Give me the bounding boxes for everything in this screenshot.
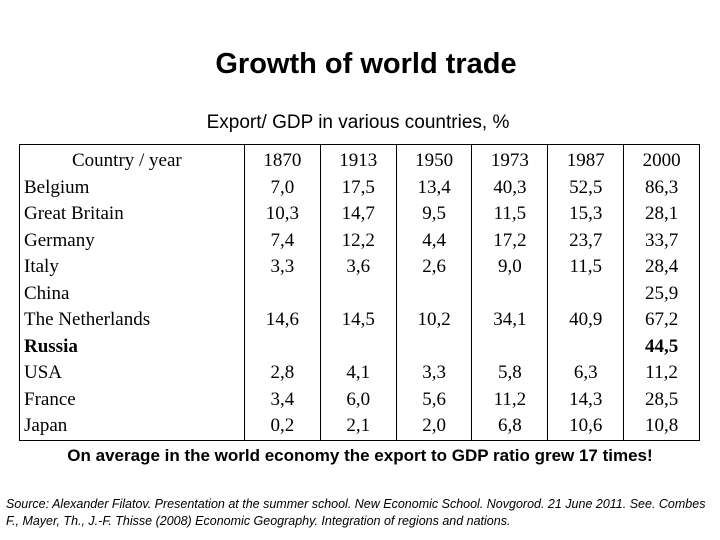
year-column-1870: 1870 7,0 10,3 7,4 3,3 14,6 2,8 3,4 0,2 — [244, 144, 321, 441]
table-cell: 67,2 — [644, 309, 679, 330]
country-name: Italy — [24, 256, 59, 277]
country-name: China — [24, 282, 70, 304]
year-header: 1870 — [263, 150, 302, 171]
table-cell: 11,2 — [493, 388, 527, 410]
year-column-2000: 2000 86,3 28,1 33,7 28,4 25,9 67,2 44,5 11,2 28,… — [623, 144, 700, 441]
table-cell: 3,3 — [422, 362, 446, 383]
table-cell — [401, 334, 468, 361]
table-row: Country / year Belgium Great Britain Germa… — [19, 144, 700, 441]
country-list: Belgium Great Britain Germany Italy China The… — [24, 175, 240, 440]
table-cell: 2,6 — [422, 256, 446, 277]
table-cell: 2,0 — [422, 415, 446, 436]
table-cell: 14,6 — [265, 309, 300, 330]
table-cell: 10,3 — [265, 203, 300, 224]
table-cell: 9,5 — [422, 203, 446, 224]
year-column-1987: 1987 52,5 15,3 23,7 11,5 40,9 6,3 14,3 10,6 — [547, 144, 625, 441]
country-name: Japan — [24, 415, 68, 436]
country-name: The Netherlands — [24, 309, 151, 330]
country-name: France — [24, 388, 76, 410]
table-cell — [325, 334, 392, 361]
table-cell: 25,9 — [644, 282, 679, 304]
table-cell: 17,5 — [341, 176, 375, 198]
table-cell: 28,5 — [644, 388, 679, 410]
year-header: 2000 — [642, 150, 681, 171]
table-cell: 5,8 — [498, 362, 522, 383]
country-name: USA — [24, 362, 63, 383]
table-cell: 40,3 — [493, 176, 527, 198]
table-cell: 10,8 — [644, 415, 679, 436]
table-cell: 3,3 — [270, 256, 295, 277]
table-cell: 44,5 — [644, 335, 679, 357]
country-column: Country / year Belgium Great Britain Germa… — [19, 144, 245, 441]
table-cell: 6,8 — [498, 415, 522, 436]
table-cell: 33,7 — [644, 229, 679, 251]
country-year-header: Country / year — [72, 150, 182, 171]
table-cell: 10,6 — [569, 415, 603, 436]
table-cell: 14,3 — [569, 388, 603, 410]
table-cell: 0,2 — [270, 415, 295, 436]
country-name: Belgium — [24, 176, 90, 198]
table-cell: 9,0 — [498, 256, 522, 277]
table-cell: 10,2 — [417, 309, 451, 330]
table-cell: 4,1 — [346, 362, 371, 383]
table-cell: 12,2 — [341, 229, 375, 251]
table-subtitle: Export/ GDP in various countries, % — [206, 112, 510, 133]
country-name: Russia — [24, 335, 78, 357]
country-name: Great Britain — [24, 203, 124, 224]
table-cell: 17,2 — [493, 229, 527, 251]
table-cell: 23,7 — [569, 229, 603, 251]
table-cell: 6,3 — [573, 362, 598, 383]
summary-note: On average in the world economy the expo… — [67, 446, 653, 465]
table-cell: 40,9 — [569, 309, 603, 330]
table-cell — [249, 334, 316, 361]
table-cell: 52,5 — [569, 176, 603, 198]
table-cell: 14,7 — [341, 203, 375, 224]
table-cell: 15,3 — [569, 203, 603, 224]
table-cell — [249, 281, 316, 308]
table-cell: 13,4 — [417, 176, 451, 198]
source-citation: Source: Alexander Filatov. Presentation … — [6, 497, 706, 528]
table-cell — [552, 281, 619, 308]
table-cell: 7,4 — [270, 229, 295, 251]
year-column-1913: 1913 17,5 14,7 12,2 3,6 14,5 4,1 6,0 2,1 — [319, 144, 397, 441]
export-gdp-table: Country / year Belgium Great Britain Germa… — [19, 144, 700, 441]
year-header: 1973 — [490, 150, 529, 171]
year-header: 1913 — [339, 150, 378, 171]
table-cell — [476, 281, 543, 308]
page-title: Growth of world trade — [215, 48, 517, 80]
table-cell: 11,5 — [569, 256, 602, 277]
table-cell: 6,0 — [346, 388, 371, 410]
table-cell: 28,1 — [644, 203, 679, 224]
table-cell: 11,2 — [645, 362, 678, 383]
table-cell: 86,3 — [644, 176, 679, 198]
table-cell: 14,5 — [341, 309, 375, 330]
year-column-1973: 1973 40,3 11,5 17,2 9,0 34,1 5,8 11,2 6,8 — [471, 144, 549, 441]
table-cell: 2,8 — [270, 362, 295, 383]
table-cell: 5,6 — [422, 388, 446, 410]
year-header: 1950 — [415, 150, 454, 171]
table-cell: 11,5 — [493, 203, 527, 224]
year-header: 1987 — [566, 150, 605, 171]
table-cell — [401, 281, 468, 308]
table-cell: 4,4 — [422, 229, 446, 251]
table-cell: 3,6 — [346, 256, 371, 277]
table-cell: 7,0 — [270, 176, 295, 198]
country-name: Germany — [24, 229, 95, 251]
table-cell: 28,4 — [644, 256, 679, 277]
table-cell — [325, 281, 392, 308]
table-cell: 3,4 — [270, 388, 295, 410]
table-cell: 2,1 — [346, 415, 371, 436]
table-cell — [476, 334, 543, 361]
table-cell — [552, 334, 619, 361]
table-cell: 34,1 — [493, 309, 527, 330]
year-column-1950: 1950 13,4 9,5 4,4 2,6 10,2 3,3 5,6 2,0 — [395, 144, 473, 441]
